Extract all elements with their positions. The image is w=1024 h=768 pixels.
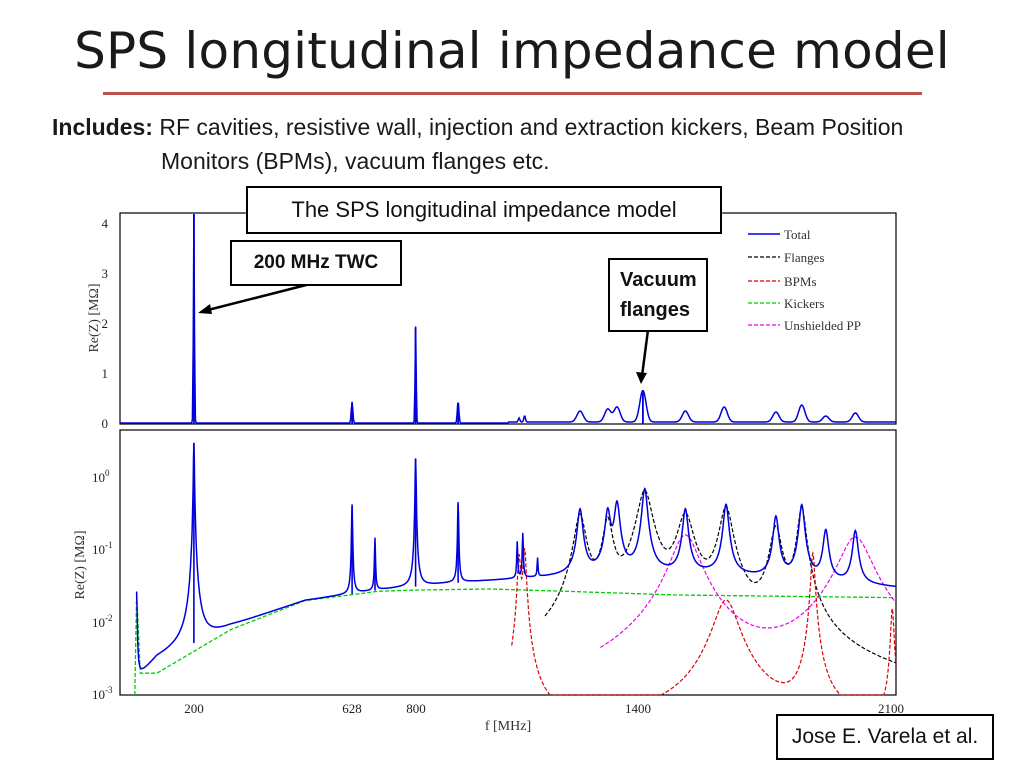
twc-callout: 200 MHz TWC [230,240,402,286]
xlabel: f [MHz] [485,719,531,734]
xtick-1400: 1400 [625,701,651,716]
bottom-yticks: 10-3 10-2 10-1 100 [92,468,113,702]
includes-line-1: RF cavities, resistive wall, injection a… [159,114,904,140]
bottom-plot-area [134,442,897,696]
vacuum-arrow [640,329,650,377]
top-ytick-4: 4 [102,216,109,231]
legend-bpms: BPMs [784,274,817,289]
bpms-line [511,548,897,696]
legend: Total Flanges BPMs Kickers Unshielded PP [748,227,861,333]
bottom-panel-frame [119,429,897,696]
legend-total: Total [784,227,811,242]
top-plot-area [120,213,896,424]
bottom-ytick-1e-3: 10-3 [92,685,113,702]
xtick-200: 200 [184,701,204,716]
unshielded-pp-line [600,534,896,649]
includes-text: Includes: RF cavities, resistive wall, i… [52,110,903,178]
twc-arrowhead [198,304,212,314]
kickers-line [134,588,896,696]
includes-label: Includes: [52,114,153,140]
vacuum-callout-line-1: Vacuum [620,269,697,291]
vacuum-arrowhead [636,372,647,384]
top-ytick-3: 3 [102,266,109,281]
title-underline [103,92,922,95]
top-ytick-2: 2 [102,316,109,331]
top-ytick-0: 0 [102,416,109,431]
bottom-ytick-1e-2: 10-2 [92,613,113,630]
author-credit: Jose E. Varela et al. [776,714,994,760]
chart-title-box: The SPS longitudinal impedance model [246,186,722,234]
xtick-2100: 2100 [878,701,904,716]
xtick-628: 628 [342,701,362,716]
legend-flanges: Flanges [784,250,824,265]
top-total-line [120,213,896,424]
xtick-800: 800 [406,701,426,716]
bottom-ylabel: Re(Z) [MΩ] [73,530,88,599]
includes-line-2: Monitors (BPMs), vacuum flanges etc. [161,148,550,174]
legend-unshielded-pp: Unshielded PP [784,318,861,333]
bottom-ytick-1e0: 100 [92,468,110,485]
total-line [135,442,897,670]
bottom-ytick-1e-1: 10-1 [92,540,113,557]
top-ylabel: Re(Z) [MΩ] [87,283,102,352]
vacuum-flanges-callout: Vacuum flanges [608,258,708,332]
twc-arrow [203,281,315,313]
legend-kickers: Kickers [784,296,824,311]
vacuum-callout-line-2: flanges [620,299,691,321]
top-ytick-1: 1 [102,366,109,381]
slide-title: SPS longitudinal impedance model [74,22,950,80]
